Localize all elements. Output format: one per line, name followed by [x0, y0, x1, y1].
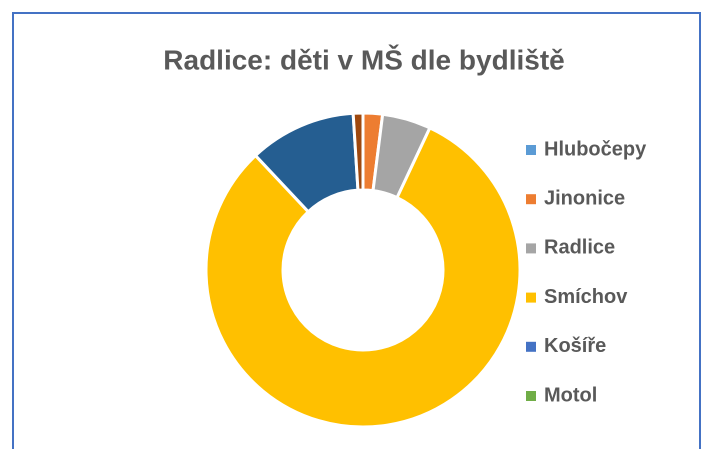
legend-label: Radlice — [544, 237, 615, 259]
donut-slice — [204, 125, 522, 429]
legend-swatch — [526, 391, 536, 401]
donut-slice — [351, 111, 365, 192]
legend-swatch — [526, 145, 536, 155]
legend-swatch — [526, 341, 536, 352]
legend-label: Košíře — [544, 335, 606, 357]
legend-swatch — [526, 292, 536, 303]
legend-swatch — [526, 243, 536, 254]
chart-title: Radlice: děti v MŠ dle bydliště — [163, 43, 564, 75]
legend-label: Motol — [544, 384, 597, 406]
legend-label: Hlubočepy — [544, 138, 647, 160]
legend-label: Jinonice — [544, 187, 625, 209]
legend-label: Smíchov — [544, 286, 628, 308]
legend-swatch — [526, 194, 536, 205]
frame — [12, 12, 701, 449]
